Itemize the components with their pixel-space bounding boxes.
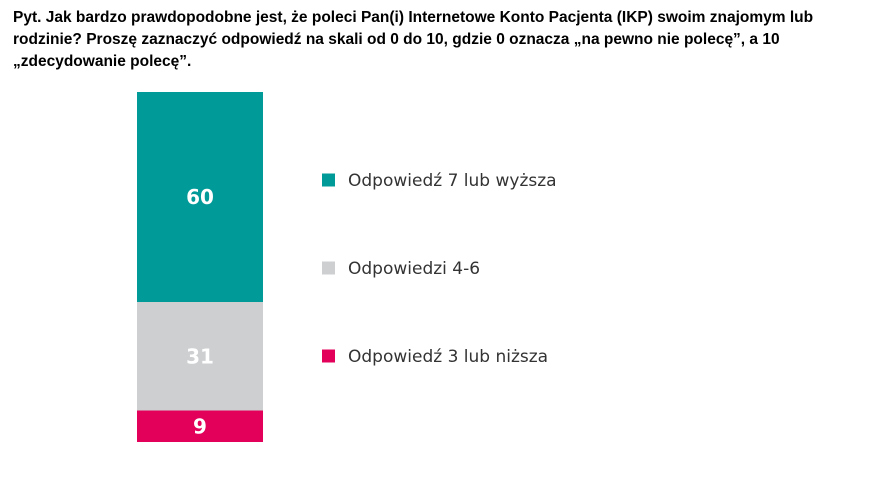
legend: Odpowiedź 7 lub wyższa Odpowiedzi 4-6 Odpo… (322, 171, 557, 367)
legend-label-1: Odpowiedź 7 lub wyższa (348, 171, 557, 191)
data-label-1: 60 (186, 185, 214, 209)
data-label-2: 31 (186, 344, 214, 368)
bar-stack: 60 31 9 (137, 92, 263, 442)
bar-segment-1 (137, 92, 263, 302)
data-label-3: 9 (193, 414, 207, 438)
legend-swatch-3 (322, 349, 335, 363)
bar-segment-3 (137, 410, 263, 442)
legend-label-2: Odpowiedzi 4-6 (348, 259, 480, 279)
bar-segment-2 (137, 302, 263, 411)
legend-swatch-2 (322, 261, 335, 275)
legend-swatch-1 (322, 173, 335, 187)
legend-label-3: Odpowiedź 3 lub niższa (348, 347, 548, 367)
question-text: Pyt. Jak bardzo prawdopodobne jest, że p… (13, 9, 814, 70)
